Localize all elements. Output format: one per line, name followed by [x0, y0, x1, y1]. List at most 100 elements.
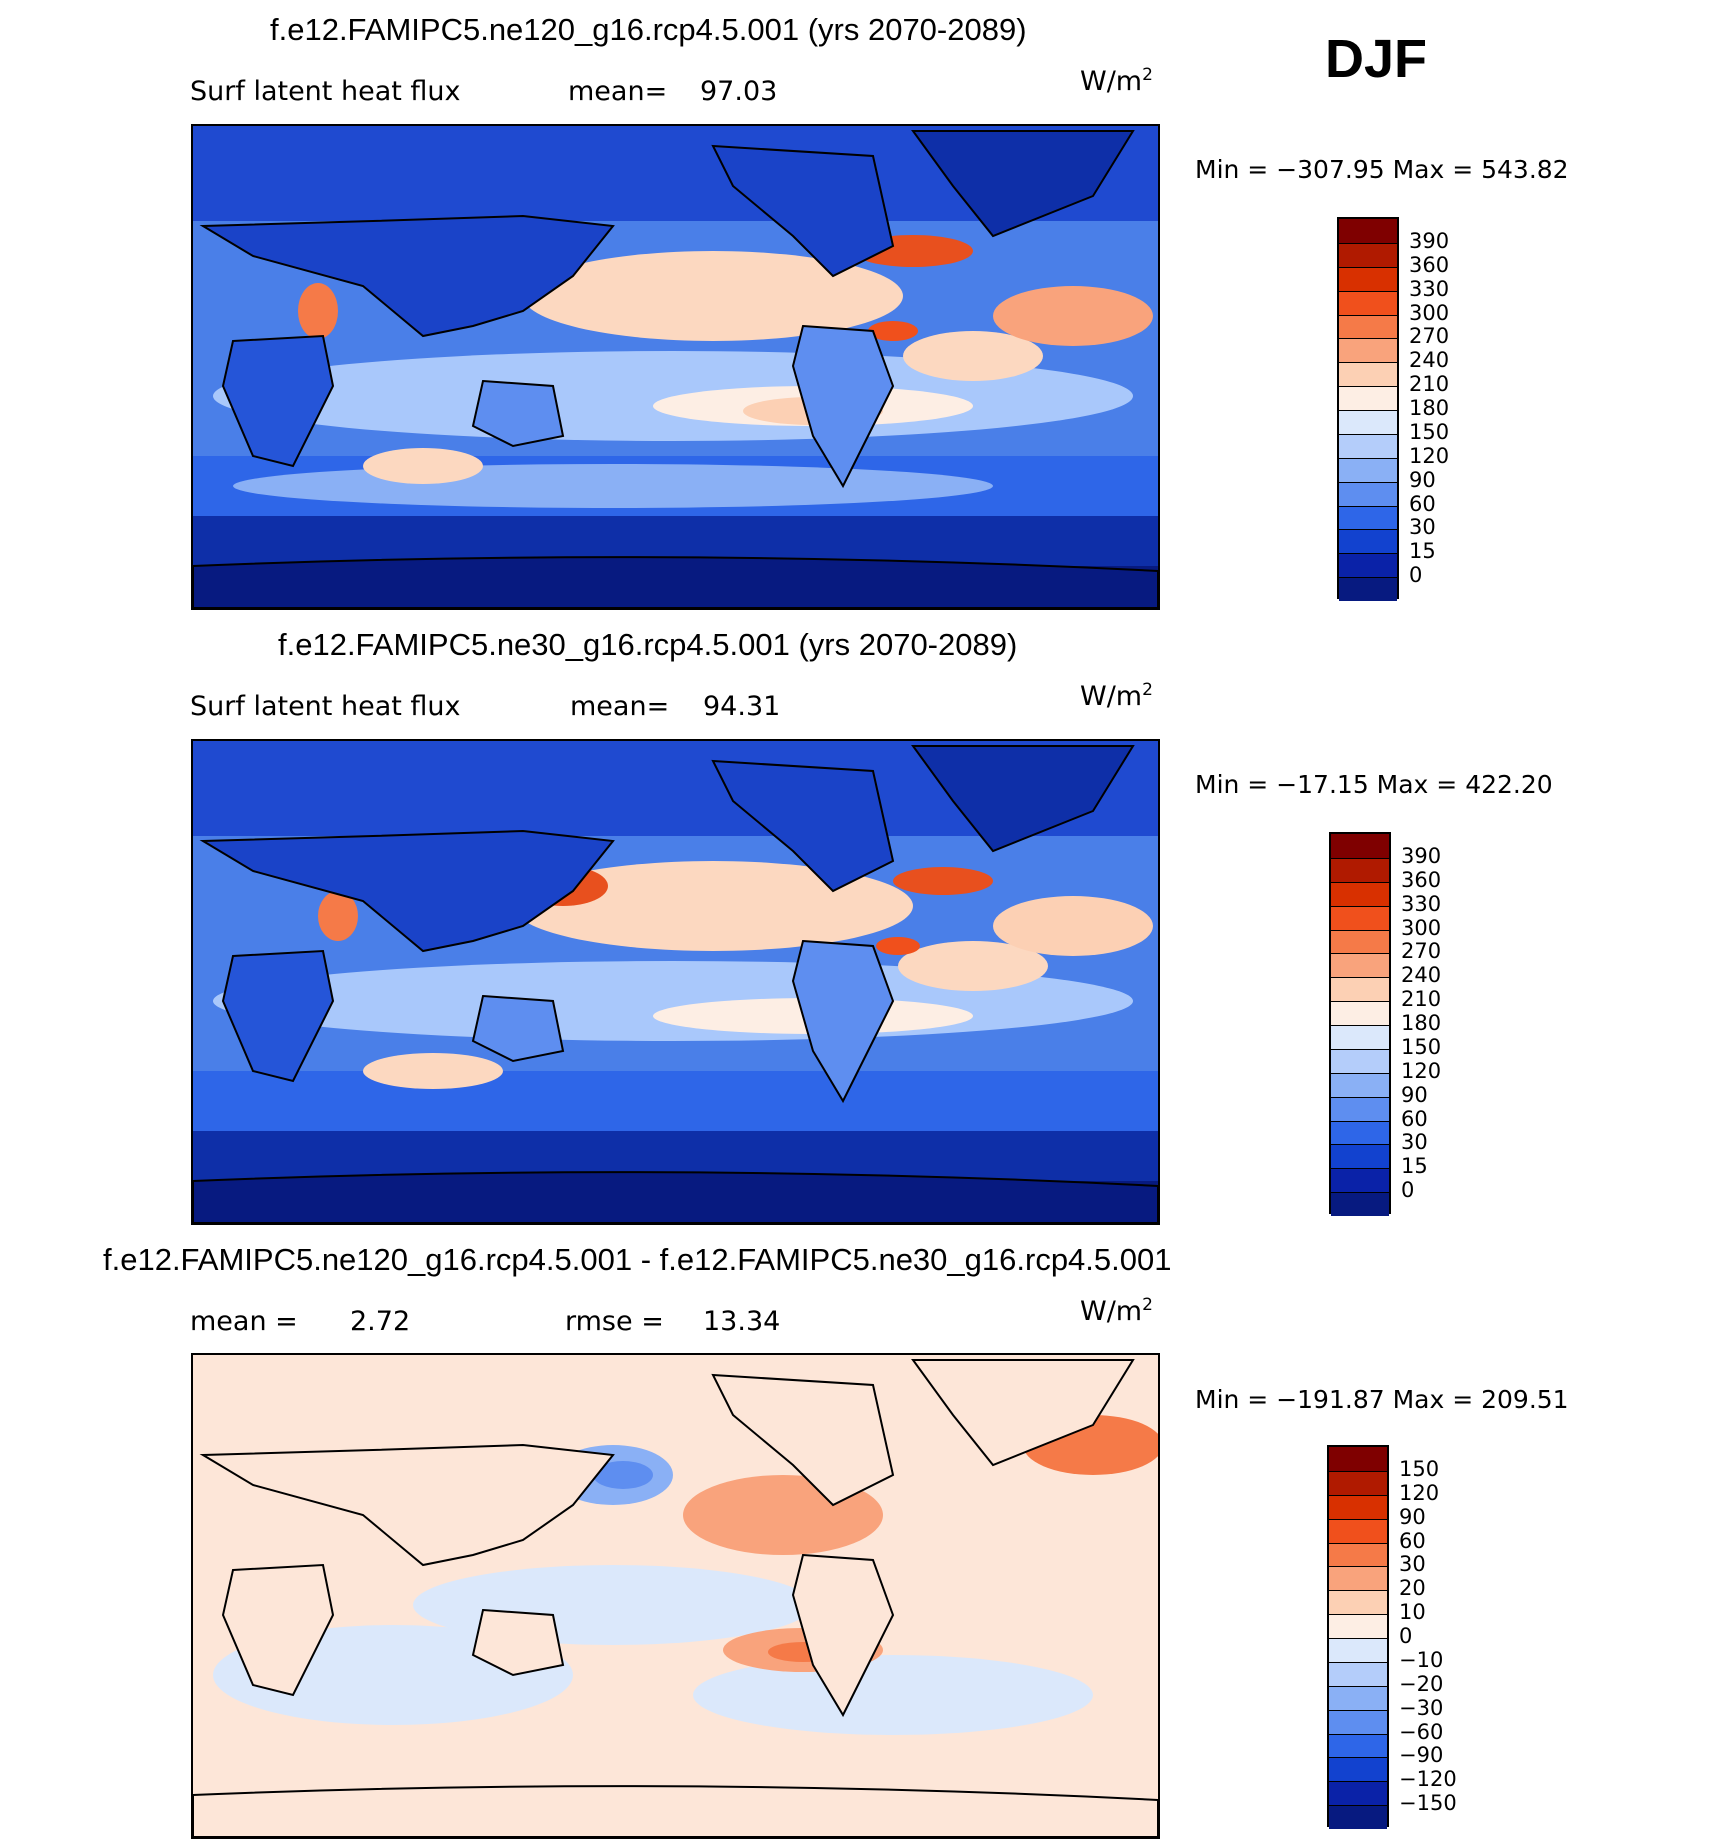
colorbar-cell [1331, 834, 1389, 858]
colorbar-cell [1339, 266, 1397, 291]
colorbar-tick-label: 210 [1401, 987, 1442, 1012]
mean-value: 97.03 [700, 76, 778, 107]
colorbar-cell [1329, 1590, 1387, 1615]
colorbar-tick-label: 0 [1401, 1178, 1415, 1203]
colorbar-ne30: 390 360 330 300 270 240 210 180 150 120 90 60 30 15 0 [1329, 832, 1441, 1216]
colorbar-cell [1329, 1733, 1387, 1758]
colorbar-tick-label: 180 [1409, 396, 1450, 420]
colorbar-tick-label: −120 [1399, 1767, 1457, 1792]
colorbar-cell [1331, 1096, 1389, 1121]
map-difference [191, 1353, 1160, 1839]
colorbar-cell [1329, 1757, 1387, 1782]
colorbar-tick-label: 90 [1409, 467, 1436, 492]
colorbar-tick-label: 15 [1409, 539, 1436, 564]
colorbar-cell [1339, 553, 1397, 578]
colorbar-cell [1339, 242, 1397, 267]
colorbar-tick-label: 360 [1409, 252, 1450, 277]
colorbar-cell [1339, 410, 1397, 434]
colorbar-tick-label: −90 [1399, 1743, 1444, 1768]
colorbar-cell [1331, 1192, 1389, 1216]
colorbar-tick-label: 90 [1401, 1082, 1428, 1107]
colorbar-cell [1339, 386, 1397, 410]
colorbar-tick-label: 20 [1399, 1576, 1426, 1601]
colorbar-cell [1329, 1781, 1387, 1806]
colorbar-ne120: 390 360 330 300 270 240 210 180 150 120 90 60 30 15 0 [1337, 217, 1449, 601]
colorbar-difference: 150 120 90 60 30 20 10 0 −10 −20 −30 −60 −90 −120 −150 [1327, 1445, 1457, 1829]
map-ne120 [191, 124, 1160, 610]
colorbar-tick-label: 30 [1401, 1130, 1428, 1155]
min-max-label: Min = −307.95 Max = 543.82 [1195, 155, 1569, 184]
colorbar-cell [1339, 577, 1397, 601]
colorbar-cell [1329, 1685, 1387, 1710]
colorbar-tick-label: 390 [1401, 843, 1442, 868]
colorbar-cell [1329, 1638, 1387, 1662]
colorbar-tick-label: 90 [1399, 1504, 1426, 1529]
colorbar-tick-label: 30 [1399, 1552, 1426, 1577]
mean-label: mean= [568, 76, 668, 107]
colorbar-tick-label: 300 [1401, 915, 1442, 940]
colorbar-tick-label: −10 [1399, 1647, 1444, 1672]
rmse-value: 13.34 [703, 1306, 781, 1337]
colorbar-tick-label: 240 [1409, 348, 1450, 373]
colorbar-cells [1337, 217, 1399, 601]
colorbar-tick-label: 330 [1409, 276, 1450, 301]
colorbar-tick-label: 60 [1399, 1528, 1426, 1553]
colorbar-tick-label: 0 [1409, 563, 1423, 588]
colorbar-cell [1339, 362, 1397, 387]
variable-label: Surf latent heat flux [190, 691, 461, 722]
colorbar-cell [1331, 977, 1389, 1002]
colorbar-cell [1331, 953, 1389, 978]
colorbar-cell [1329, 1566, 1387, 1591]
mean-value: 2.72 [350, 1306, 411, 1337]
colorbar-tick-label: −60 [1399, 1719, 1444, 1744]
colorbar-cell [1331, 857, 1389, 882]
colorbar-cell [1329, 1494, 1387, 1519]
colorbar-tick-label: 150 [1409, 419, 1450, 444]
colorbar-tick-label: −30 [1399, 1695, 1444, 1720]
colorbar-cells [1329, 832, 1391, 1216]
colorbar-cell [1331, 1120, 1389, 1145]
colorbar-cell [1329, 1447, 1387, 1471]
colorbar-cell [1331, 1048, 1389, 1073]
colorbar-cells [1327, 1445, 1389, 1829]
colorbar-tick-label: 0 [1399, 1624, 1413, 1648]
season-label: DJF [1325, 29, 1428, 89]
units-label: W/m2 [1080, 1295, 1153, 1327]
colorbar-tick-label: −150 [1399, 1791, 1457, 1816]
colorbar-cell [1329, 1614, 1387, 1638]
colorbar-cell [1331, 881, 1389, 906]
colorbar-cell [1339, 338, 1397, 363]
colorbar-tick-label: 15 [1401, 1154, 1428, 1179]
colorbar-cell [1329, 1470, 1387, 1495]
colorbar-cell [1329, 1542, 1387, 1567]
colorbar-tick-label: 30 [1409, 515, 1436, 540]
colorbar-cell [1331, 1025, 1389, 1049]
colorbar-cell [1339, 314, 1397, 339]
units-label: W/m2 [1080, 65, 1153, 97]
colorbar-cell [1331, 1144, 1389, 1169]
colorbar-cell [1339, 481, 1397, 506]
colorbar-cell [1329, 1805, 1387, 1829]
colorbar-tick-label: 120 [1401, 1058, 1442, 1083]
colorbar-tick-label: 120 [1399, 1480, 1440, 1505]
mean-value: 94.31 [703, 691, 781, 722]
colorbar-cell [1339, 457, 1397, 482]
units-label: W/m2 [1080, 680, 1153, 712]
colorbar-cell [1331, 929, 1389, 954]
colorbar-cell [1331, 1072, 1389, 1097]
colorbar-tick-label: 120 [1409, 443, 1450, 468]
colorbar-cell [1339, 505, 1397, 530]
colorbar-tick-label: 270 [1409, 324, 1450, 349]
colorbar-cell [1329, 1709, 1387, 1734]
min-max-label: Min = −17.15 Max = 422.20 [1195, 770, 1553, 799]
colorbar-cell [1329, 1661, 1387, 1686]
colorbar-tick-label: 10 [1399, 1600, 1426, 1625]
variable-label: Surf latent heat flux [190, 76, 461, 107]
colorbar-cell [1339, 529, 1397, 554]
colorbar-tick-label: 210 [1409, 372, 1450, 397]
colorbar-tick-label: 180 [1401, 1011, 1442, 1035]
colorbar-tick-label: 60 [1409, 491, 1436, 516]
colorbar-tick-label: 150 [1399, 1456, 1440, 1481]
rmse-label: rmse = [565, 1306, 664, 1337]
colorbar-tick-label: 330 [1401, 891, 1442, 916]
